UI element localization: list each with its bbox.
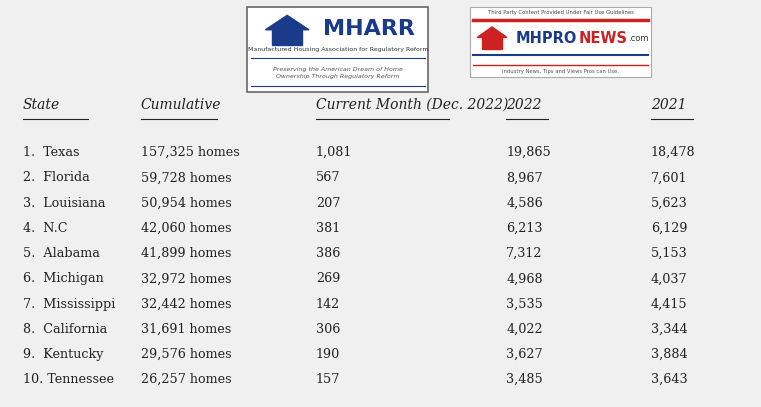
Text: 190: 190 [316,348,340,361]
Polygon shape [266,15,309,30]
Text: 6,213: 6,213 [506,222,543,235]
Text: 32,972 homes: 32,972 homes [141,272,231,285]
Text: 41,899 homes: 41,899 homes [141,247,231,260]
Text: 42,060 homes: 42,060 homes [141,222,231,235]
Text: 381: 381 [316,222,340,235]
Text: 5,623: 5,623 [651,197,687,210]
FancyBboxPatch shape [470,7,651,77]
Text: .com: .com [628,34,648,43]
Text: 7,601: 7,601 [651,171,687,184]
Text: Preserving the American Dream of Home
Ownership Through Regulatory Reform: Preserving the American Dream of Home Ow… [273,67,403,79]
Text: MHPRO: MHPRO [516,31,577,46]
Text: MHARR: MHARR [323,20,416,39]
Text: 157,325 homes: 157,325 homes [141,146,240,159]
Bar [272,30,302,45]
Text: 4,037: 4,037 [651,272,687,285]
Text: 3,344: 3,344 [651,323,687,336]
Text: 1,081: 1,081 [316,146,352,159]
Text: 207: 207 [316,197,340,210]
Text: 3,485: 3,485 [506,373,543,386]
Text: 8.  California: 8. California [23,323,107,336]
Text: Third Party Content Provided Under Fair Use Guidelines: Third Party Content Provided Under Fair … [488,11,634,15]
Text: 3,627: 3,627 [506,348,543,361]
Text: 3,884: 3,884 [651,348,687,361]
Polygon shape [477,27,507,37]
Text: NEWS: NEWS [579,31,628,46]
Text: 3,643: 3,643 [651,373,687,386]
Text: 19,865: 19,865 [506,146,551,159]
Text: 157: 157 [316,373,340,386]
Text: Industry News, Tips and Views Pros can Use.: Industry News, Tips and Views Pros can U… [502,69,619,74]
Text: 6,129: 6,129 [651,222,687,235]
Text: 2021: 2021 [651,98,686,112]
Text: 567: 567 [316,171,340,184]
Text: Current Month (Dec. 2022): Current Month (Dec. 2022) [316,98,508,112]
Text: 4,022: 4,022 [506,323,543,336]
Text: 386: 386 [316,247,340,260]
Text: 2022: 2022 [506,98,542,112]
Text: 7.  Mississippi: 7. Mississippi [23,298,115,311]
Text: Cumulative: Cumulative [141,98,221,112]
Text: 5,153: 5,153 [651,247,687,260]
Text: 142: 142 [316,298,340,311]
Text: 3,535: 3,535 [506,298,543,311]
Text: 269: 269 [316,272,340,285]
Text: 1.  Texas: 1. Texas [23,146,79,159]
Text: 9.  Kentucky: 9. Kentucky [23,348,103,361]
Text: 32,442 homes: 32,442 homes [141,298,231,311]
Text: 59,728 homes: 59,728 homes [141,171,231,184]
Text: 4,968: 4,968 [506,272,543,285]
Text: 3.  Louisiana: 3. Louisiana [23,197,105,210]
FancyBboxPatch shape [247,7,428,92]
Text: 7,312: 7,312 [506,247,543,260]
Text: Manufactured Housing Association for Regulatory Reform: Manufactured Housing Association for Reg… [247,47,428,52]
Text: 2.  Florida: 2. Florida [23,171,90,184]
Text: 29,576 homes: 29,576 homes [141,348,231,361]
Text: State: State [23,98,60,112]
Text: 6.  Michigan: 6. Michigan [23,272,103,285]
Bar [482,37,502,49]
Text: 8,967: 8,967 [506,171,543,184]
Text: 31,691 homes: 31,691 homes [141,323,231,336]
Text: 4,586: 4,586 [506,197,543,210]
Text: 26,257 homes: 26,257 homes [141,373,231,386]
Text: 4.  N.C: 4. N.C [23,222,67,235]
Text: 10. Tennessee: 10. Tennessee [23,373,114,386]
Text: 4,415: 4,415 [651,298,687,311]
Text: 306: 306 [316,323,340,336]
Text: 18,478: 18,478 [651,146,696,159]
Text: 50,954 homes: 50,954 homes [141,197,231,210]
Text: 5.  Alabama: 5. Alabama [23,247,100,260]
